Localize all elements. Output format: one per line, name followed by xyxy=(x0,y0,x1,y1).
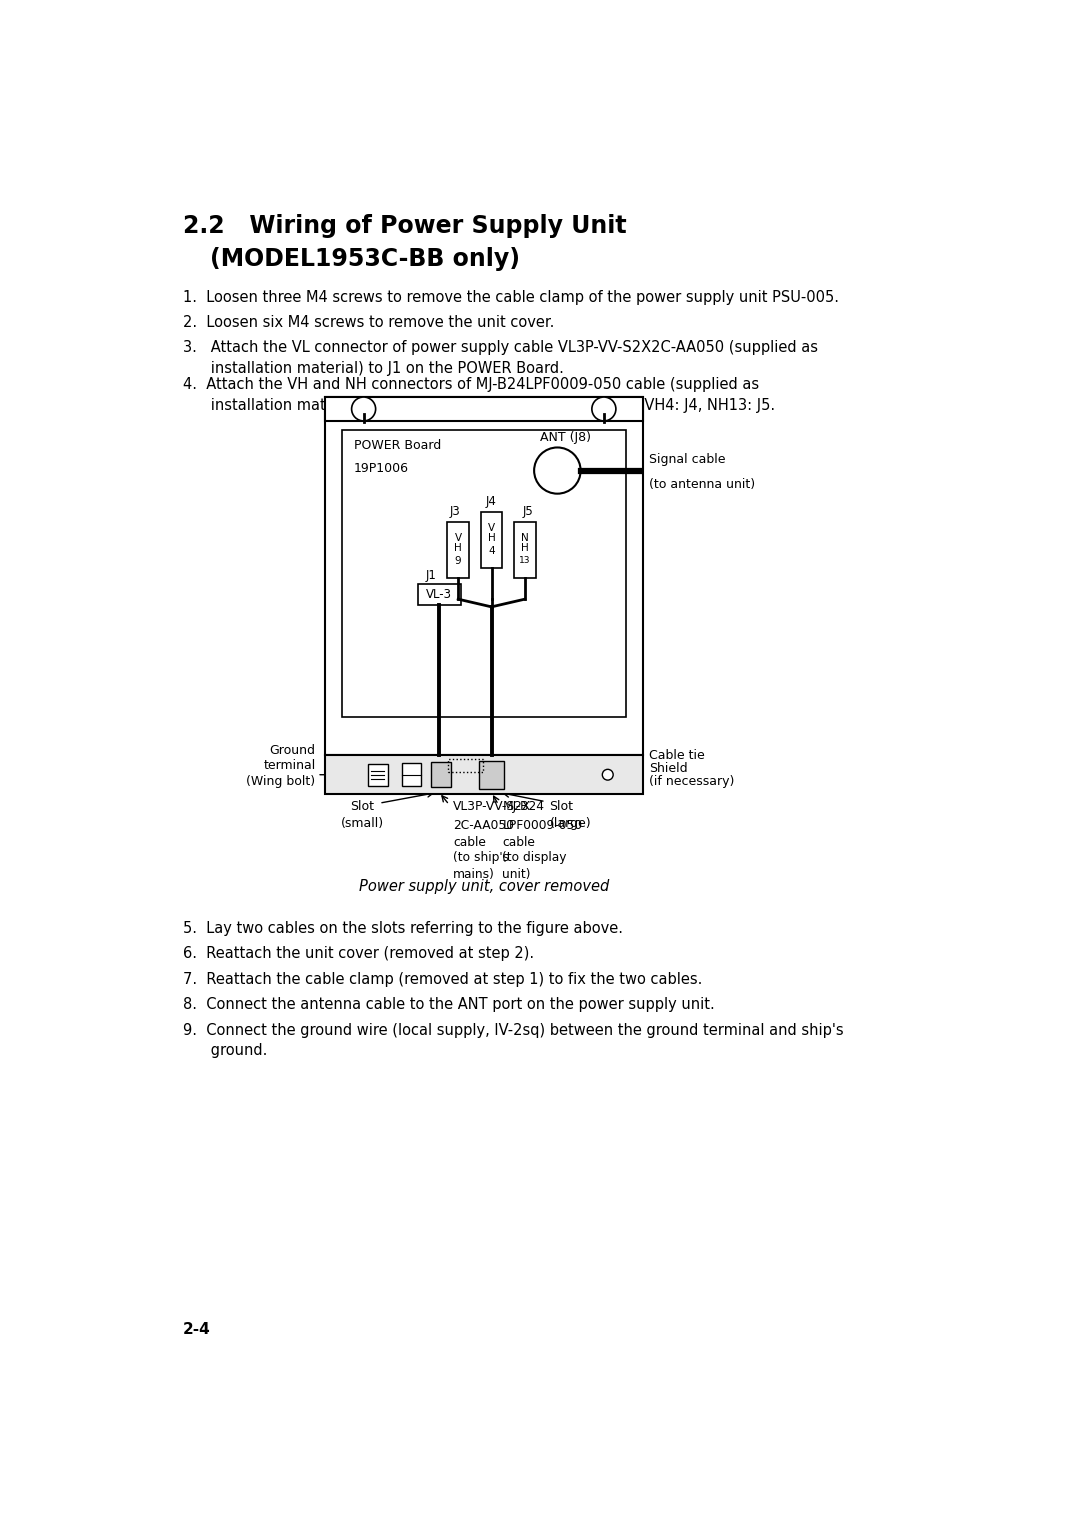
Bar xyxy=(447,523,469,578)
Text: (MODEL1953C-BB only): (MODEL1953C-BB only) xyxy=(211,248,521,272)
Text: J3: J3 xyxy=(449,506,460,518)
Text: 1.  Loosen three M4 screws to remove the cable clamp of the power supply unit PS: 1. Loosen three M4 screws to remove the … xyxy=(183,290,839,304)
Bar xyxy=(325,397,643,755)
Text: mains): mains) xyxy=(454,868,495,880)
Text: ANT (J8): ANT (J8) xyxy=(540,431,592,443)
Text: 2C-AA050: 2C-AA050 xyxy=(454,819,514,831)
Text: cable: cable xyxy=(502,836,536,848)
Circle shape xyxy=(352,397,376,420)
Text: H: H xyxy=(488,533,496,544)
Text: (Wing bolt): (Wing bolt) xyxy=(246,775,315,788)
Text: Cable tie: Cable tie xyxy=(649,749,704,762)
Text: POWER Board: POWER Board xyxy=(353,439,441,452)
Text: V: V xyxy=(455,533,462,542)
Text: 13: 13 xyxy=(519,556,530,565)
Text: N: N xyxy=(521,533,529,542)
Bar xyxy=(418,584,460,605)
Text: 8.  Connect the antenna cable to the ANT port on the power supply unit.: 8. Connect the antenna cable to the ANT … xyxy=(183,998,715,1012)
Circle shape xyxy=(603,769,613,781)
Text: (to ship's: (to ship's xyxy=(454,851,510,863)
Text: Shield: Shield xyxy=(649,762,688,775)
Bar xyxy=(403,762,421,787)
Text: Slot: Slot xyxy=(350,801,374,813)
Text: Power supply unit, cover removed: Power supply unit, cover removed xyxy=(359,879,609,894)
Text: (to antenna unit): (to antenna unit) xyxy=(649,478,755,492)
Text: J1: J1 xyxy=(426,570,436,582)
Text: V: V xyxy=(488,523,495,533)
Circle shape xyxy=(535,448,581,494)
Text: LPF0009-050: LPF0009-050 xyxy=(502,819,582,831)
Text: VL3P-VV-S2X: VL3P-VV-S2X xyxy=(454,801,531,813)
Circle shape xyxy=(592,397,616,420)
Text: 6.  Reattach the unit cover (removed at step 2).: 6. Reattach the unit cover (removed at s… xyxy=(183,946,535,961)
Bar xyxy=(481,512,502,567)
Bar xyxy=(325,755,643,795)
Text: Signal cable: Signal cable xyxy=(649,452,726,466)
Bar xyxy=(367,764,388,785)
Bar xyxy=(431,762,451,787)
Text: 2-4: 2-4 xyxy=(183,1322,211,1337)
Text: 9.  Connect the ground wire (local supply, IV-2sq) between the ground terminal a: 9. Connect the ground wire (local supply… xyxy=(183,1022,843,1057)
Text: Ground: Ground xyxy=(270,744,315,756)
Text: VL-3: VL-3 xyxy=(427,588,453,601)
Text: cable: cable xyxy=(454,836,486,848)
Text: H: H xyxy=(455,544,462,553)
Bar xyxy=(325,397,643,420)
Text: 7.  Reattach the cable clamp (removed at step 1) to fix the two cables.: 7. Reattach the cable clamp (removed at … xyxy=(183,972,702,987)
Text: (large): (large) xyxy=(550,817,591,830)
Text: 2.  Loosen six M4 screws to remove the unit cover.: 2. Loosen six M4 screws to remove the un… xyxy=(183,315,554,330)
Text: J4: J4 xyxy=(486,495,497,509)
Text: unit): unit) xyxy=(502,868,531,880)
Text: 5.  Lay two cables on the slots referring to the figure above.: 5. Lay two cables on the slots referring… xyxy=(183,921,623,937)
Text: (if necessary): (if necessary) xyxy=(649,775,734,788)
Text: J5: J5 xyxy=(523,506,534,518)
Text: Slot: Slot xyxy=(550,801,573,813)
Bar xyxy=(514,523,536,578)
Text: MJ-B24: MJ-B24 xyxy=(502,801,544,813)
Text: 3.   Attach the VL connector of power supply cable VL3P-VV-S2X2C-AA050 (supplied: 3. Attach the VL connector of power supp… xyxy=(183,341,818,376)
Text: 2.2   Wiring of Power Supply Unit: 2.2 Wiring of Power Supply Unit xyxy=(183,214,626,238)
Text: 4: 4 xyxy=(488,545,495,556)
Text: 19P1006: 19P1006 xyxy=(353,461,408,475)
Bar xyxy=(342,429,625,717)
Text: (small): (small) xyxy=(340,817,383,830)
Bar xyxy=(448,758,483,773)
Text: (to display: (to display xyxy=(502,851,567,863)
Text: H: H xyxy=(521,544,529,553)
Text: terminal: terminal xyxy=(264,759,315,773)
Bar xyxy=(480,761,504,788)
Text: 9: 9 xyxy=(455,556,461,565)
Text: 4.  Attach the VH and NH connectors of MJ-B24LPF0009-050 cable (supplied as
    : 4. Attach the VH and NH connectors of MJ… xyxy=(183,377,775,413)
